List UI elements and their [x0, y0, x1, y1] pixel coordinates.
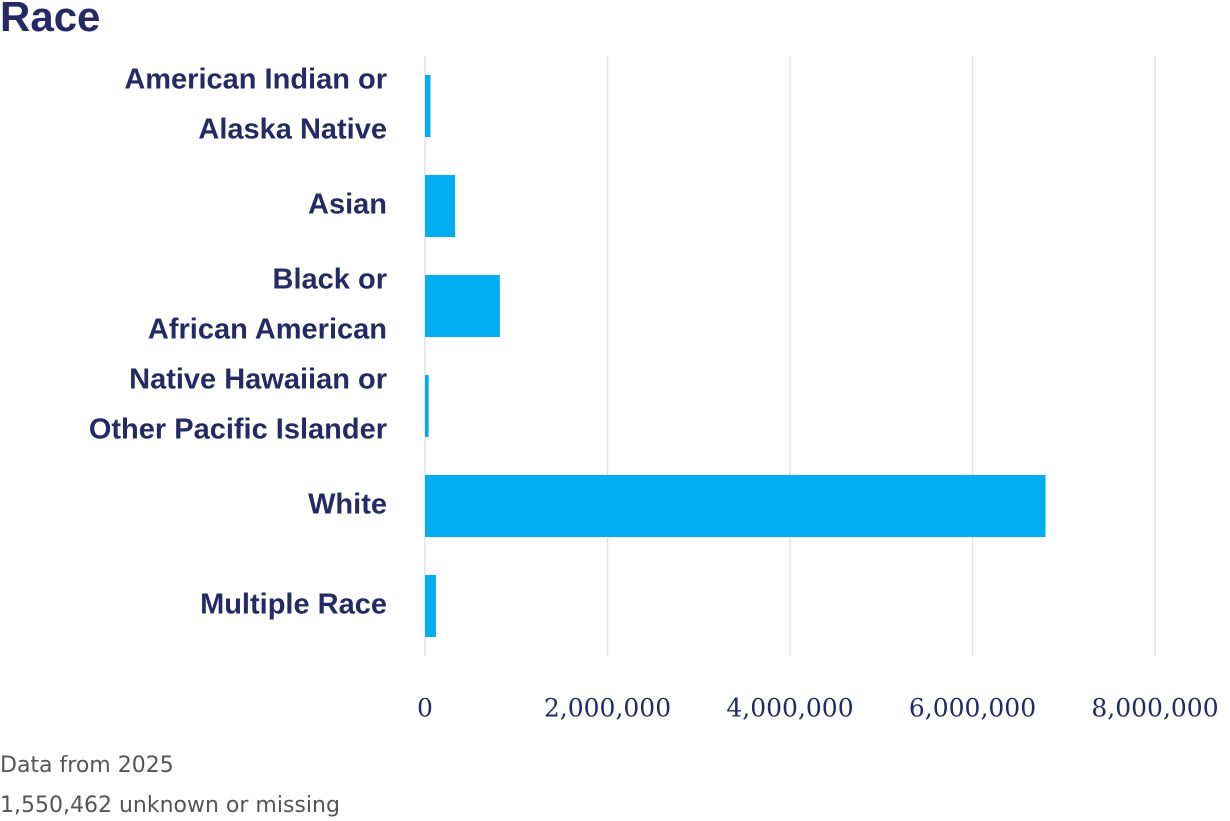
- y-tick-label: Asian: [308, 189, 387, 221]
- y-tick-label: Native Hawaiian or: [129, 364, 387, 396]
- x-tick-label: 8,000,000: [1091, 694, 1218, 723]
- note: 1,550,462 unknown or missing: [0, 793, 340, 818]
- x-tick-label: 0: [417, 694, 433, 723]
- x-tick-label: 6,000,000: [909, 694, 1036, 723]
- y-tick-label: Other Pacific Islander: [89, 414, 387, 446]
- y-tick-label: Alaska Native: [198, 114, 387, 146]
- x-tick-label: 4,000,000: [726, 694, 853, 723]
- y-tick-label: White: [308, 489, 387, 521]
- y-tick-label: Black or: [273, 264, 387, 296]
- chart-title: Race: [0, 0, 100, 40]
- bar: [425, 375, 429, 437]
- bar: [425, 475, 1046, 537]
- bar: [425, 275, 500, 337]
- note: Data from 2025: [0, 753, 174, 778]
- bar: [425, 575, 436, 637]
- y-tick-label: American Indian or: [124, 64, 387, 96]
- x-tick-label: 2,000,000: [544, 694, 671, 723]
- y-tick-label: African American: [148, 314, 387, 346]
- y-tick-label: Multiple Race: [200, 589, 387, 621]
- bar: [425, 75, 431, 137]
- bar: [425, 175, 456, 237]
